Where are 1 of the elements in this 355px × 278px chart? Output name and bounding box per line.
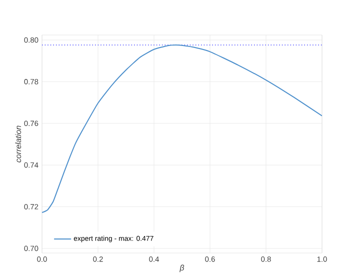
line-series: [42, 44, 322, 214]
